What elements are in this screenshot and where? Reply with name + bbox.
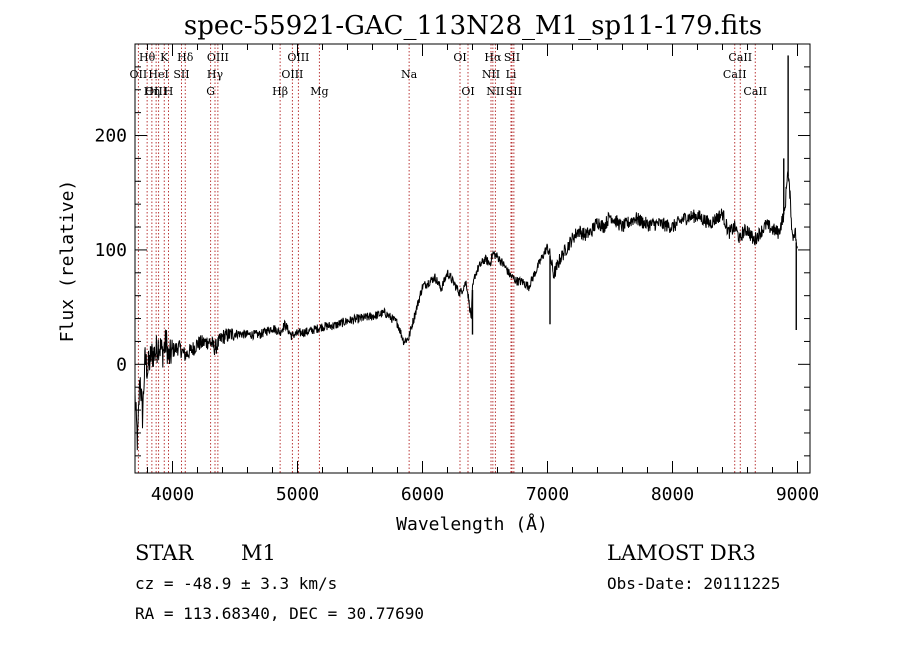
line-marker-label: Hβ	[272, 85, 288, 98]
line-marker-label: Hη	[144, 85, 160, 98]
y-tick-label: 0	[116, 354, 127, 375]
x-tick-label: 9000	[776, 484, 819, 505]
y-tick-label: 100	[94, 240, 127, 261]
x-tick-label: 4000	[151, 484, 194, 505]
line-marker-label: OIII	[145, 85, 167, 98]
line-marker-label: OIII	[281, 68, 303, 81]
x-tick-label: 5000	[276, 484, 319, 505]
data-layer	[134, 55, 798, 451]
obs-date: Obs-Date: 20111225	[607, 574, 780, 593]
x-axis-label: Wavelength (Å)	[396, 513, 548, 535]
line-marker-label: Hδ	[177, 51, 194, 64]
line-marker-label: SII	[506, 85, 522, 98]
line-marker-label: Hθ	[139, 51, 156, 64]
x-tick-label: 6000	[401, 484, 444, 505]
survey-name: LAMOST DR3	[607, 541, 756, 565]
redshift-text: cz = -48.9 ± 3.3 km/s	[135, 574, 337, 593]
coordinates-text: RA = 113.68340, DEC = 30.77690	[135, 604, 424, 623]
plot-frame	[134, 43, 811, 474]
line-marker-label: NII	[482, 68, 500, 81]
line-marker-label: CaII	[728, 51, 752, 64]
line-markers: Hθ OII OIII K HeI Hη H Hδ SII OIII Hγ G Hβ OIII OIII Mg…	[130, 44, 767, 473]
line-marker-label: SII	[173, 68, 189, 81]
line-marker-label: Li	[506, 68, 517, 81]
x-tick-label: 7000	[526, 484, 569, 505]
line-marker-label: CaII	[743, 85, 767, 98]
object-class: STAR	[135, 541, 194, 565]
line-marker-label: H	[164, 85, 174, 98]
spectrum-line	[134, 171, 798, 451]
line-marker-label: NII	[486, 85, 504, 98]
x-tick-label: 8000	[651, 484, 694, 505]
line-marker-label: HeI	[148, 68, 168, 81]
line-marker-label: G	[206, 85, 215, 98]
y-axis-label: Flux (relative)	[57, 180, 78, 343]
line-marker-label: Na	[401, 68, 418, 81]
line-marker-label: OII	[130, 68, 148, 81]
line-marker-label: OIII	[207, 51, 229, 64]
axis-ticks: 4000 5000 6000 7000 8000 9000 0 100 200	[94, 44, 819, 505]
line-marker-label: SII	[504, 51, 520, 64]
line-marker-label: OI	[461, 85, 474, 98]
object-subclass: M1	[241, 541, 276, 565]
line-marker-label: OIII	[287, 51, 309, 64]
line-marker-label: OI	[453, 51, 466, 64]
line-marker-label: K	[160, 51, 169, 64]
chart-title: spec-55921-GAC_113N28_M1_sp11-179.fits	[184, 11, 762, 41]
line-marker-label: Hα	[484, 51, 502, 64]
line-marker-label: CaII	[723, 68, 747, 81]
line-marker-label: Mg	[310, 85, 328, 98]
y-tick-label: 200	[94, 126, 127, 147]
line-marker-label: Hγ	[207, 68, 224, 81]
